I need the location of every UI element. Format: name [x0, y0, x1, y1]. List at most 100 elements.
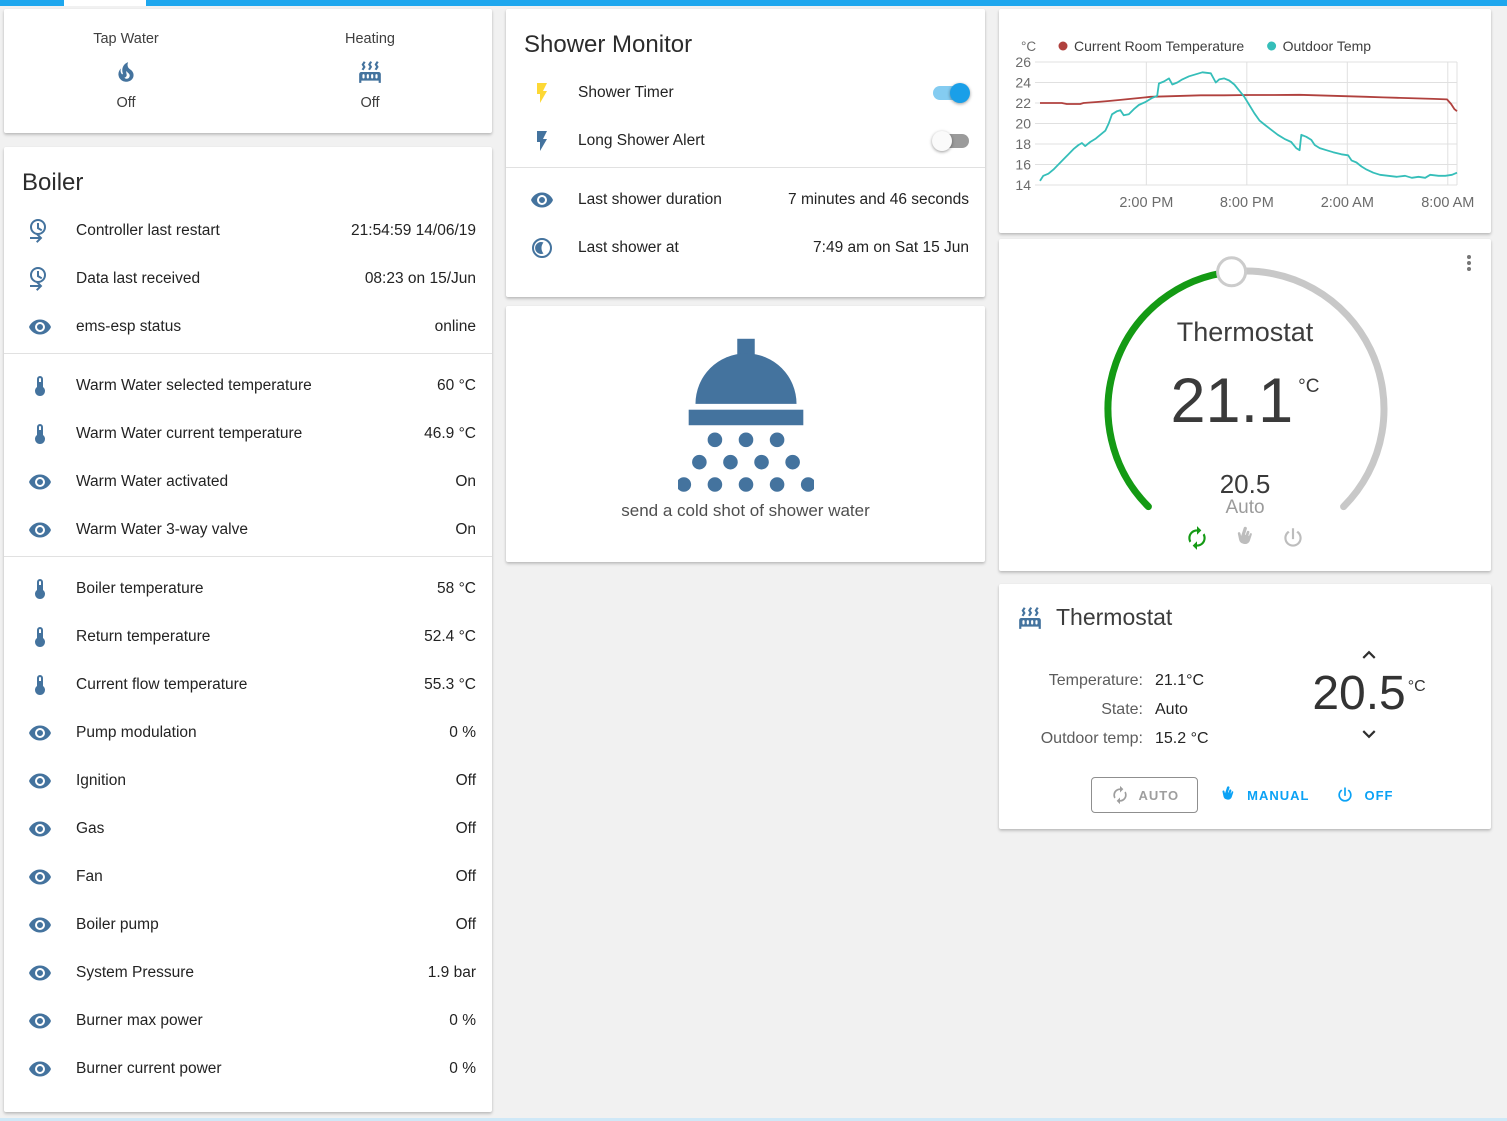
boiler-row-current-flow-temperature[interactable]: Current flow temperature 55.3 °C	[4, 661, 492, 709]
svg-text:14: 14	[1015, 177, 1031, 193]
boiler-row-warm-water-selected-temperature[interactable]: Warm Water selected temperature 60 °C	[4, 362, 492, 410]
boiler-card-title: Boiler	[22, 169, 84, 196]
shower-monitor-card: Shower Monitor Shower Timer Long Shower A…	[506, 9, 985, 297]
svg-text:Outdoor Temp: Outdoor Temp	[1283, 38, 1372, 54]
off-button[interactable]: OFF	[1329, 778, 1399, 812]
row-value: 55.3 °C	[424, 676, 476, 693]
row-value: 0 %	[449, 1012, 476, 1029]
boiler-row-boiler-pump[interactable]: Boiler pump Off	[4, 901, 492, 949]
active-tab-indicator[interactable]	[64, 0, 146, 6]
power-off-button[interactable]	[1280, 525, 1306, 551]
row-label: Warm Water selected temperature	[76, 377, 312, 394]
shower-row-last-shower-duration[interactable]: Last shower duration 7 minutes and 46 sec…	[506, 176, 985, 224]
boiler-row-warm-water-activated[interactable]: Warm Water activated On	[4, 458, 492, 506]
long-shower-alert-toggle[interactable]	[932, 131, 969, 151]
button-label: AUTO	[1138, 787, 1180, 803]
eye-icon	[28, 518, 52, 542]
boiler-row-pump-modulation[interactable]: Pump modulation 0 %	[4, 709, 492, 757]
info-value: 21.1°C	[1155, 672, 1205, 689]
button-label: OFF	[1364, 787, 1394, 803]
boiler-row-ignition[interactable]: Ignition Off	[4, 757, 492, 805]
row-value: 58 °C	[437, 580, 476, 597]
row-label: Shower Timer	[578, 84, 674, 101]
auto-mode-button[interactable]	[1184, 525, 1210, 551]
boiler-row-system-pressure[interactable]: System Pressure 1.9 bar	[4, 949, 492, 997]
toggle-knob[interactable]	[950, 83, 970, 103]
row-label: Long Shower Alert	[578, 132, 705, 149]
svg-text:16: 16	[1015, 157, 1031, 173]
row-label: Boiler pump	[76, 916, 159, 933]
boiler-row-controller-last-restart[interactable]: Controller last restart 21:54:59 14/06/19	[4, 207, 492, 255]
boiler-row-fan[interactable]: Fan Off	[4, 853, 492, 901]
svg-text:20: 20	[1015, 116, 1031, 132]
thermometer-icon	[28, 673, 52, 697]
cold-shot-button-card[interactable]: send a cold shot of shower water	[506, 306, 985, 562]
eye-icon	[28, 817, 52, 841]
boiler-row-boiler-temperature[interactable]: Boiler temperature 58 °C	[4, 565, 492, 613]
row-value: 08:23 on 15/Jun	[364, 270, 476, 287]
row-value: On	[455, 521, 476, 538]
auto-button[interactable]: AUTO	[1090, 777, 1199, 813]
thermometer-icon	[28, 374, 52, 398]
row-value: 0 %	[449, 1060, 476, 1077]
row-value: 1.9 bar	[427, 964, 476, 981]
shower-timer-toggle[interactable]	[933, 83, 970, 103]
dial-target-temperature: 20.5	[1219, 469, 1271, 499]
increase-setpoint-button[interactable]	[1352, 642, 1386, 668]
eye-icon	[28, 769, 52, 793]
boiler-row-burner-current-power[interactable]: Burner current power 0 %	[4, 1045, 492, 1093]
svg-text:26: 26	[1015, 54, 1031, 70]
dial-current-temperature: 21.1 °C	[999, 365, 1491, 437]
boiler-row-warm-water-current-temperature[interactable]: Warm Water current temperature 46.9 °C	[4, 410, 492, 458]
boiler-row-data-last-received[interactable]: Data last received 08:23 on 15/Jun	[4, 255, 492, 303]
divider	[506, 167, 985, 168]
thermostat-info-row: State: Auto	[1013, 701, 1233, 719]
row-value: 52.4 °C	[424, 628, 476, 645]
eye-icon	[28, 721, 52, 745]
manual-mode-button[interactable]	[1232, 525, 1258, 551]
eye-icon	[28, 1057, 52, 1081]
row-label: Gas	[76, 820, 105, 837]
app-header-strip	[0, 0, 1507, 6]
toggle-knob[interactable]	[932, 131, 952, 151]
temperature-history-chart: 14 16 18 20 22 24 26 2:00 PM 8:00 PM 2:00 AM 8:00 …	[1015, 38, 1474, 211]
svg-text:°C: °C	[1021, 39, 1036, 54]
glance-item-heating[interactable]: Heating Off	[280, 31, 460, 111]
row-label: Ignition	[76, 772, 126, 789]
eye-icon	[28, 470, 52, 494]
shower-row-last-shower-at[interactable]: Last shower at 7:49 am on Sat 15 Jun	[506, 224, 985, 272]
kebab-menu-icon[interactable]	[1457, 251, 1481, 275]
divider	[4, 353, 492, 354]
boiler-row-burner-max-power[interactable]: Burner max power 0 %	[4, 997, 492, 1045]
glance-item-tap-water[interactable]: Tap Water Off	[36, 31, 216, 111]
thermostat-detail-card: Thermostat Temperature: 21.1°C State: Auto O…	[999, 584, 1491, 829]
row-value: Off	[455, 868, 476, 885]
row-value: 0 %	[449, 724, 476, 741]
boiler-row-return-temperature[interactable]: Return temperature 52.4 °C	[4, 613, 492, 661]
autorenew-icon	[1110, 785, 1130, 805]
row-value: 46.9 °C	[424, 425, 476, 442]
row-value: 7 minutes and 46 seconds	[788, 191, 969, 208]
boiler-row-gas[interactable]: Gas Off	[4, 805, 492, 853]
svg-text:2:00 AM: 2:00 AM	[1321, 195, 1374, 211]
flash-icon	[530, 81, 554, 105]
manual-button[interactable]: MANUAL	[1212, 778, 1315, 812]
row-value: 60 °C	[437, 377, 476, 394]
clock-start-icon	[28, 267, 52, 291]
eye-icon	[28, 865, 52, 889]
svg-text:24: 24	[1015, 75, 1031, 91]
row-label: Last shower duration	[578, 191, 722, 208]
info-value: Auto	[1155, 701, 1188, 718]
svg-text:22: 22	[1015, 95, 1031, 111]
power-icon	[1335, 785, 1355, 805]
decrease-setpoint-button[interactable]	[1352, 721, 1386, 747]
row-value: 7:49 am on Sat 15 Jun	[813, 239, 969, 256]
thermostat-dial-slider[interactable]	[999, 239, 1491, 571]
boiler-card: Boiler Controller last restart 21:54:59 1…	[4, 147, 492, 1112]
dial-knob[interactable]	[1216, 256, 1248, 288]
boiler-row-warm-water-3-way-valve[interactable]: Warm Water 3-way valve On	[4, 506, 492, 554]
dial-mode-buttons	[999, 525, 1491, 551]
row-label: Pump modulation	[76, 724, 197, 741]
boiler-row-ems-esp-status[interactable]: ems-esp status online	[4, 303, 492, 351]
dial-current-value: 21.1	[1170, 366, 1294, 436]
